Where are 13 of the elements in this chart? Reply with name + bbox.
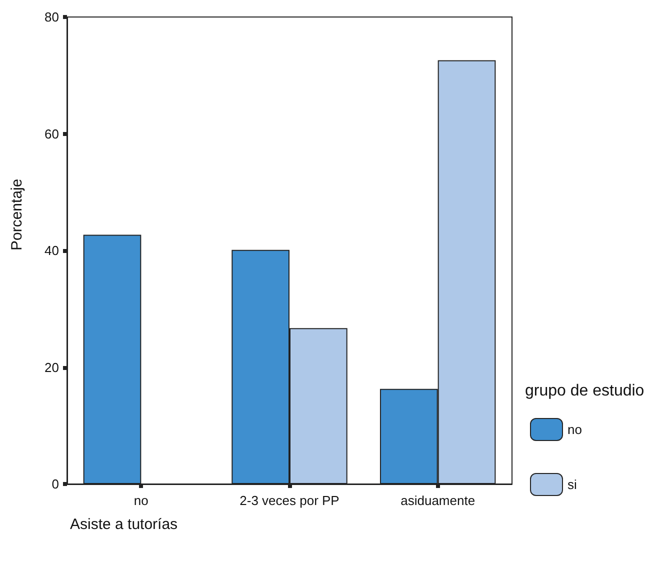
x-axis-title: Asiste a tutorías	[70, 516, 178, 533]
legend-label: si	[568, 477, 577, 492]
legend-title: grupo de estudio	[525, 382, 644, 400]
x-tick-label: asiduamente	[400, 493, 476, 508]
y-axis-title: Porcentaje	[8, 178, 26, 250]
x-tick-label: 2-3 veces por PP	[240, 493, 340, 508]
y-tick-label: 60	[44, 126, 59, 142]
y-tick-label: 80	[44, 10, 59, 24]
x-tick-label: no	[134, 493, 148, 508]
y-tick-label: 0	[52, 476, 59, 492]
y-tick-label: 40	[44, 243, 59, 258]
y-tick-label: 20	[44, 360, 59, 375]
legend-label: no	[568, 422, 582, 437]
